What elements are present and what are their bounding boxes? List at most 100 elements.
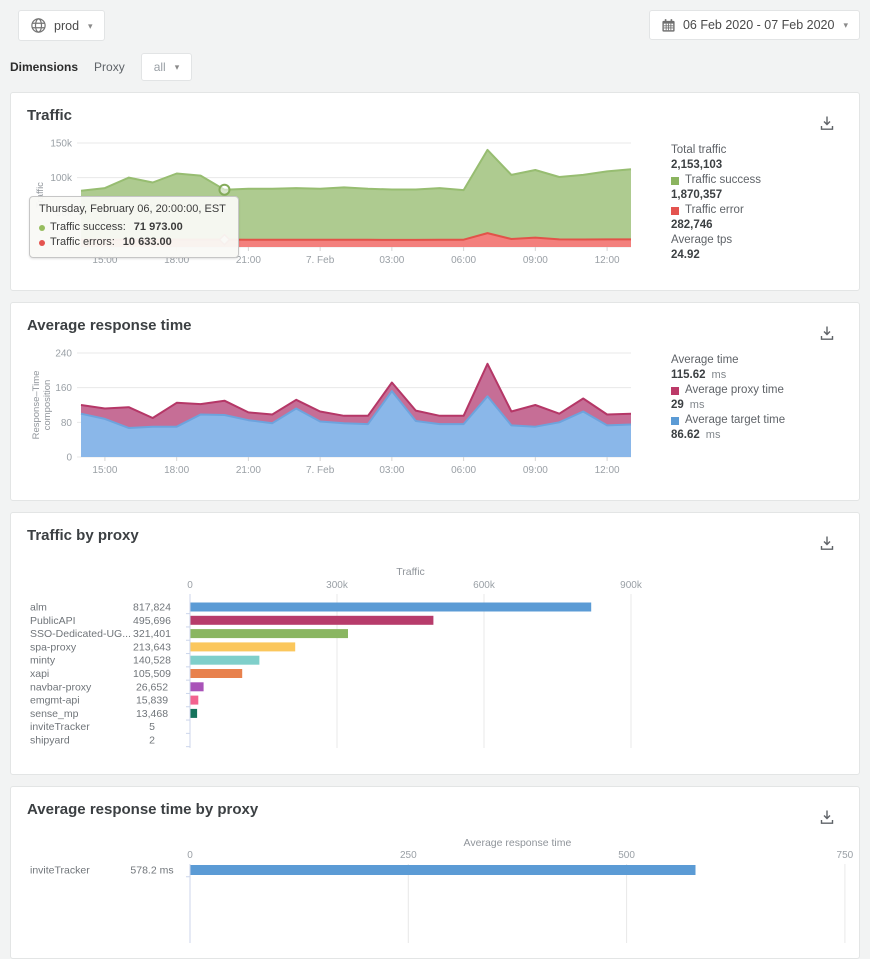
- response-legend: Average time 115.62 ms Average proxy time…: [657, 341, 843, 486]
- svg-text:105,509: 105,509: [133, 668, 171, 680]
- date-range-selector[interactable]: 06 Feb 2020 - 07 Feb 2020 ▾: [648, 10, 860, 40]
- download-icon: [820, 810, 834, 824]
- chevron-down-icon: ▾: [88, 20, 93, 31]
- download-response-by-proxy-button[interactable]: [815, 805, 839, 832]
- success-dot-icon: [39, 224, 45, 231]
- card-title-traffic: Traffic: [27, 107, 73, 124]
- svg-text:Traffic: Traffic: [35, 182, 46, 208]
- svg-text:15:00: 15:00: [92, 255, 117, 266]
- legend-swatch-proxy-time: [671, 386, 679, 395]
- download-traffic-by-proxy-button[interactable]: [815, 531, 839, 558]
- stat-average-proxy-time: Average proxy time 29 ms: [671, 384, 784, 411]
- dimension-value-dropdown[interactable]: all ▾: [140, 53, 193, 81]
- svg-text:09:00: 09:00: [523, 255, 548, 266]
- download-icon: [820, 326, 834, 340]
- svg-text:7. Feb: 7. Feb: [306, 255, 335, 266]
- svg-text:2: 2: [149, 735, 155, 747]
- error-dot-icon: [39, 239, 45, 246]
- download-traffic-button[interactable]: [815, 111, 839, 138]
- stat-average-target-time: Average target time 86.62 ms: [671, 414, 786, 441]
- svg-text:240: 240: [55, 349, 72, 360]
- svg-text:emgmt-api: emgmt-api: [30, 695, 80, 707]
- svg-text:Traffic: Traffic: [396, 566, 425, 578]
- tooltip-row-success: Traffic success: 71 973.00: [39, 220, 229, 235]
- card-title-response-by-proxy: Average response time by proxy: [27, 801, 259, 818]
- response-time-card: Average response time 0 80 160 240 Response–…: [10, 302, 860, 501]
- svg-text:5: 5: [149, 721, 155, 733]
- svg-text:0: 0: [66, 453, 72, 464]
- svg-text:12:00: 12:00: [595, 255, 620, 266]
- svg-text:817,824: 817,824: [133, 602, 171, 614]
- svg-text:navbar-proxy: navbar-proxy: [30, 681, 92, 693]
- svg-text:12:00: 12:00: [595, 465, 620, 476]
- globe-icon: [30, 17, 47, 34]
- download-response-button[interactable]: [815, 321, 839, 348]
- legend-swatch-target-time: [671, 416, 679, 425]
- svg-text:inviteTracker: inviteTracker: [30, 865, 90, 877]
- svg-text:213,643: 213,643: [133, 641, 171, 653]
- legend-swatch-success: [671, 176, 679, 185]
- svg-text:0: 0: [187, 580, 193, 591]
- stat-total-traffic: Total traffic 2,153,103: [671, 144, 727, 171]
- svg-text:09:00: 09:00: [523, 465, 548, 476]
- svg-text:15:00: 15:00: [92, 465, 117, 476]
- chart-tooltip: Thursday, February 06, 20:00:00, EST Tra…: [29, 196, 239, 258]
- svg-text:spa-proxy: spa-proxy: [30, 641, 77, 653]
- chevron-down-icon: ▾: [174, 62, 180, 72]
- stat-traffic-error: Traffic error 282,746: [671, 204, 744, 231]
- tooltip-row-errors: Traffic errors: 10 633.00: [39, 235, 229, 250]
- svg-text:750: 750: [837, 850, 854, 861]
- svg-text:15,839: 15,839: [136, 695, 168, 707]
- dimensions-bar: Dimensions Proxy all ▾: [0, 41, 870, 81]
- traffic-legend: Total traffic 2,153,103 Traffic success …: [657, 131, 843, 276]
- svg-text:composition: composition: [42, 380, 53, 431]
- svg-text:PublicAPI: PublicAPI: [30, 615, 76, 627]
- svg-text:250: 250: [400, 850, 417, 861]
- stat-average-time: Average time 115.62 ms: [671, 354, 739, 381]
- dimensions-label: Dimensions: [10, 60, 79, 74]
- svg-text:7. Feb: 7. Feb: [306, 465, 335, 476]
- environment-selector[interactable]: prod ▾: [18, 10, 105, 41]
- response-trend-chart: 0 80 160 240 Response–Time composition 15:00 18…: [21, 341, 657, 486]
- svg-text:Response–Time: Response–Time: [31, 371, 42, 440]
- svg-text:inviteTracker: inviteTracker: [30, 721, 90, 733]
- svg-text:100k: 100k: [50, 173, 73, 184]
- svg-text:18:00: 18:00: [164, 465, 189, 476]
- svg-text:sense_mp: sense_mp: [30, 708, 79, 720]
- stat-average-tps: Average tps 24.92: [671, 234, 733, 261]
- svg-text:03:00: 03:00: [379, 465, 404, 476]
- svg-text:0: 0: [187, 850, 193, 861]
- svg-text:Average response time: Average response time: [464, 837, 572, 849]
- svg-text:SSO-Dedicated-UG...: SSO-Dedicated-UG...: [30, 628, 131, 640]
- environment-label: prod: [54, 18, 80, 33]
- svg-text:321,401: 321,401: [133, 628, 171, 640]
- traffic-by-proxy-svg: Traffic 0 300k 600k 900k alm 817,824 PublicAPI 4…: [30, 566, 643, 748]
- top-bar: prod ▾ 06 Feb 2020 - 07 Feb 2020 ▾: [0, 0, 870, 41]
- date-range-label: 06 Feb 2020 - 07 Feb 2020: [682, 18, 835, 32]
- svg-text:xapi: xapi: [30, 668, 49, 680]
- svg-text:06:00: 06:00: [451, 255, 476, 266]
- dimension-value: all: [153, 60, 166, 74]
- calendar-icon: [661, 18, 676, 33]
- svg-text:26,652: 26,652: [136, 681, 168, 693]
- response-trend-svg: 0 80 160 240 Response–Time composition 15:00 18…: [31, 349, 632, 476]
- svg-text:160: 160: [55, 383, 72, 394]
- stat-traffic-success: Traffic success 1,870,357: [671, 174, 762, 201]
- dimension-name: Proxy: [94, 60, 125, 74]
- chevron-down-icon: ▾: [843, 20, 848, 30]
- svg-text:minty: minty: [30, 655, 56, 667]
- svg-text:18:00: 18:00: [164, 255, 189, 266]
- svg-text:140,528: 140,528: [133, 655, 171, 667]
- svg-text:900k: 900k: [620, 580, 643, 591]
- svg-text:600k: 600k: [473, 580, 496, 591]
- svg-text:13,468: 13,468: [136, 708, 168, 720]
- response-time-by-proxy-card: Average response time by proxy Average r…: [10, 786, 860, 959]
- svg-text:578.2 ms: 578.2 ms: [130, 865, 173, 877]
- response-time-by-proxy-svg: Average response time 0 250 500 750 inviteTra…: [30, 837, 854, 943]
- card-title-traffic-by-proxy: Traffic by proxy: [27, 527, 139, 544]
- legend-swatch-error: [671, 206, 679, 215]
- svg-text:150k: 150k: [50, 139, 73, 150]
- svg-text:06:00: 06:00: [451, 465, 476, 476]
